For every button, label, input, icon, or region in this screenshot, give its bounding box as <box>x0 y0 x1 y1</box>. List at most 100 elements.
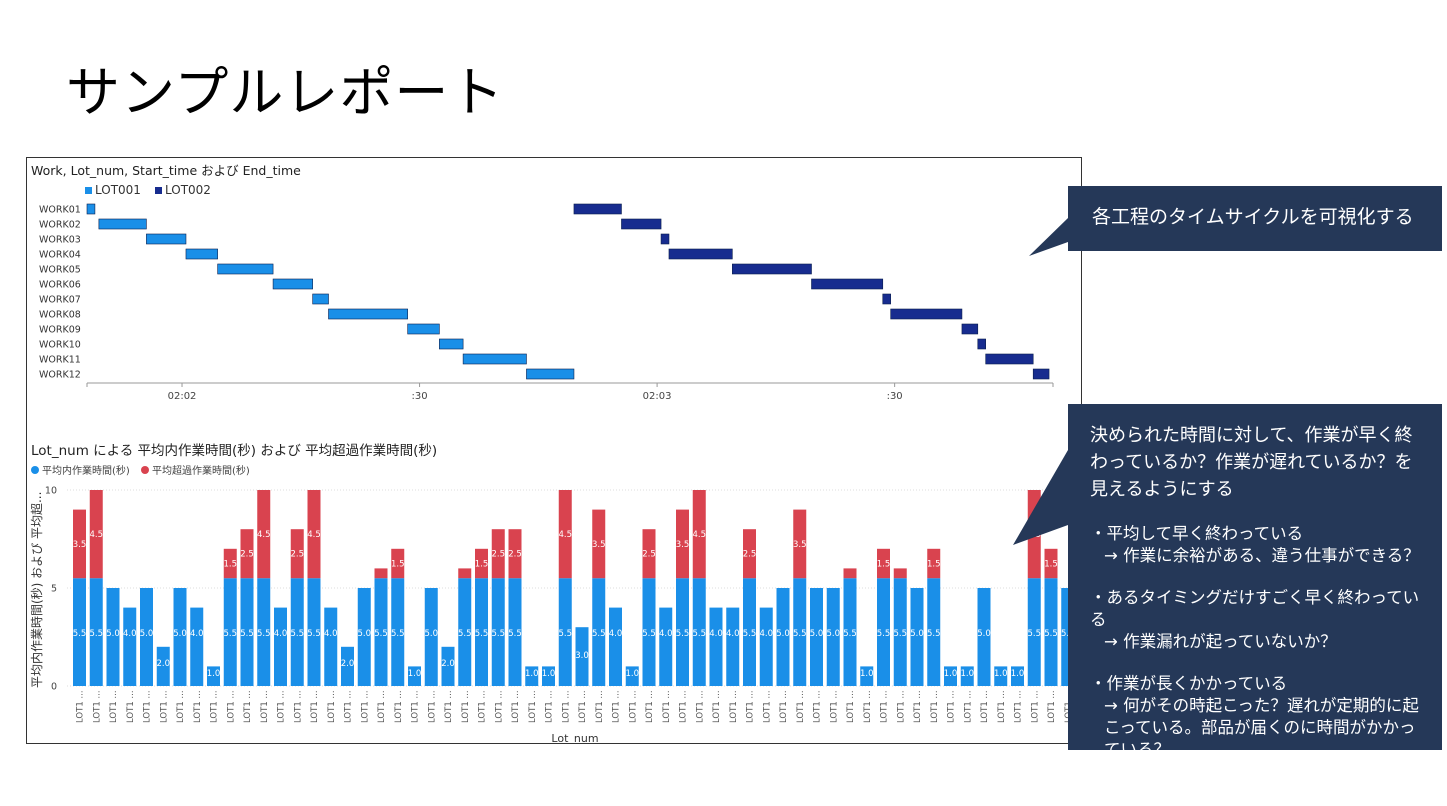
gantt-bar-lot1[interactable] <box>526 368 575 380</box>
bar-over[interactable] <box>1044 548 1058 579</box>
bar-inner[interactable] <box>307 578 321 686</box>
bar-inner[interactable] <box>290 578 304 686</box>
bar-inner[interactable] <box>257 578 271 686</box>
bar-over[interactable] <box>692 490 706 579</box>
bar-inner[interactable] <box>860 666 874 686</box>
gantt-bar-lot2[interactable] <box>985 353 1034 365</box>
bar-inner[interactable] <box>994 666 1008 686</box>
bar-over[interactable] <box>73 509 86 579</box>
bar-inner[interactable] <box>592 578 606 686</box>
bar-inner[interactable] <box>642 578 656 686</box>
gantt-bar-lot2[interactable] <box>977 338 986 350</box>
bar-over[interactable] <box>592 509 606 579</box>
bar-over[interactable] <box>927 548 941 579</box>
bar-over[interactable] <box>642 529 656 579</box>
gantt-bar-lot1[interactable] <box>439 338 464 350</box>
gantt-bar-lot1[interactable] <box>312 293 329 305</box>
bar-inner[interactable] <box>156 646 170 686</box>
bar-over[interactable] <box>240 529 254 579</box>
bar-inner[interactable] <box>341 646 354 686</box>
bar-inner[interactable] <box>1011 666 1024 686</box>
gantt-bar-lot1[interactable] <box>98 218 147 230</box>
bar-inner[interactable] <box>927 578 941 686</box>
bar-over[interactable] <box>508 529 522 579</box>
bar-inner[interactable] <box>810 588 823 686</box>
bar-inner[interactable] <box>575 627 589 686</box>
bar-over[interactable] <box>307 490 321 579</box>
gantt-bar-lot2[interactable] <box>961 323 979 335</box>
gantt-bar-lot2[interactable] <box>811 278 884 290</box>
bar-inner[interactable] <box>558 578 572 686</box>
bar-over[interactable] <box>893 568 907 579</box>
bar-inner[interactable] <box>625 666 639 686</box>
bar-inner[interactable] <box>173 588 187 686</box>
bar-inner[interactable] <box>960 666 974 686</box>
bar-inner[interactable] <box>659 607 673 686</box>
gantt-bar-lot1[interactable] <box>217 263 274 275</box>
bar-inner[interactable] <box>123 607 137 686</box>
gantt-bar-lot2[interactable] <box>890 308 963 320</box>
bar-over[interactable] <box>458 568 472 579</box>
bar-inner[interactable] <box>240 578 254 686</box>
bar-legend-over[interactable]: 平均超過作業時間(秒) <box>152 464 250 477</box>
gantt-legend-lot2[interactable]: LOT002 <box>165 183 211 197</box>
bar-inner[interactable] <box>475 578 488 686</box>
gantt-legend-lot1[interactable]: LOT001 <box>95 183 141 197</box>
gantt-bar-lot1[interactable] <box>462 353 527 365</box>
bar-over[interactable] <box>676 509 689 579</box>
bar-inner[interactable] <box>893 578 907 686</box>
bar-over[interactable] <box>374 568 388 579</box>
gantt-bar-lot2[interactable] <box>732 263 812 275</box>
gantt-bar-lot1[interactable] <box>185 248 218 260</box>
bar-inner[interactable] <box>692 578 706 686</box>
bar-inner[interactable] <box>207 666 220 686</box>
bar-over[interactable] <box>793 509 807 579</box>
bar-inner[interactable] <box>709 607 723 686</box>
bar-over[interactable] <box>877 548 890 579</box>
bar-marks[interactable]: 5.53.55.54.55.0 4.0 5.02.05.0 4.01.05.51.55… <box>73 490 1075 686</box>
bar-over[interactable] <box>257 490 271 579</box>
bar-inner[interactable] <box>826 588 840 686</box>
bar-inner[interactable] <box>793 578 807 686</box>
bar-over[interactable] <box>89 490 103 579</box>
bar-over[interactable] <box>223 548 237 579</box>
gantt-bar-lot2[interactable] <box>668 248 733 260</box>
bar-inner[interactable] <box>324 607 338 686</box>
gantt-bar-lot1[interactable] <box>407 323 440 335</box>
bar-inner[interactable] <box>190 607 204 686</box>
bar-over[interactable] <box>743 529 756 579</box>
bar-inner[interactable] <box>743 578 756 686</box>
gantt-bar-lot1[interactable] <box>272 278 313 290</box>
gantt-bar-lot2[interactable] <box>882 293 891 305</box>
bar-over[interactable] <box>475 548 488 579</box>
bar-inner[interactable] <box>676 578 689 686</box>
bar-inner[interactable] <box>374 578 388 686</box>
bar-inner[interactable] <box>458 578 472 686</box>
bar-inner[interactable] <box>424 588 438 686</box>
bar-inner[interactable] <box>726 607 740 686</box>
bar-inner[interactable] <box>843 578 857 686</box>
bar-inner[interactable] <box>776 588 790 686</box>
bar-over[interactable] <box>491 529 505 579</box>
bar-inner[interactable] <box>73 578 86 686</box>
bar-inner[interactable] <box>408 666 421 686</box>
bar-inner[interactable] <box>910 588 924 686</box>
bar-inner[interactable] <box>759 607 773 686</box>
gantt-bars[interactable] <box>86 203 1050 380</box>
bar-inner[interactable] <box>1044 578 1058 686</box>
bar-inner[interactable] <box>491 578 505 686</box>
bar-chart[interactable]: Lot_num による 平均内作業時間(秒) および 平均超過作業時間(秒) 平… <box>29 443 1082 744</box>
gantt-bar-lot1[interactable] <box>328 308 408 320</box>
bar-inner[interactable] <box>542 666 555 686</box>
gantt-bar-lot1[interactable] <box>146 233 187 245</box>
bar-inner[interactable] <box>223 578 237 686</box>
bar-inner[interactable] <box>977 588 991 686</box>
bar-inner[interactable] <box>441 646 455 686</box>
bar-inner[interactable] <box>89 578 103 686</box>
bar-inner[interactable] <box>609 607 622 686</box>
bar-inner[interactable] <box>944 666 957 686</box>
bar-over[interactable] <box>391 548 405 579</box>
bar-over[interactable] <box>290 529 304 579</box>
gantt-chart[interactable]: Work, Lot_num, Start_time および End_time L… <box>31 163 1054 402</box>
gantt-bar-lot2[interactable] <box>1032 368 1050 380</box>
